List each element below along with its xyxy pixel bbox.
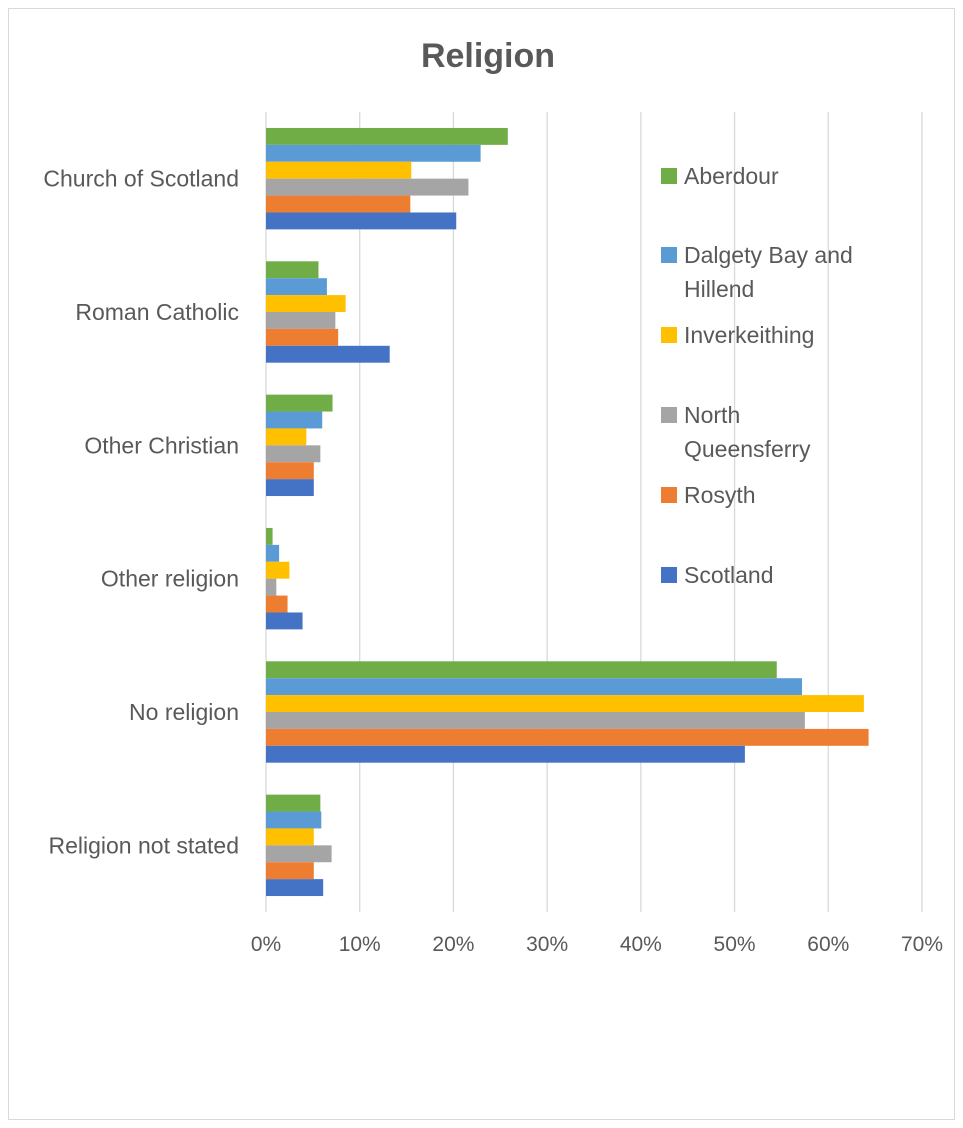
bar [266, 462, 314, 480]
x-tick-label: 20% [432, 933, 474, 956]
bar [266, 712, 805, 729]
bar [266, 879, 324, 897]
bar [266, 411, 323, 429]
legend-label: Dalgety Bay and [684, 242, 853, 268]
bar [266, 312, 336, 329]
bar [266, 527, 273, 545]
x-tick-label: 30% [526, 933, 568, 956]
legend-label: Queensferry [684, 436, 811, 462]
x-tick-label: 50% [714, 933, 756, 956]
legend-swatch [661, 487, 677, 503]
legend-label: North [684, 402, 740, 428]
bar [266, 178, 469, 196]
legend-swatch [661, 327, 677, 343]
bar [266, 595, 288, 613]
legend-label: Scotland [684, 562, 774, 588]
bar [266, 661, 777, 679]
bar [266, 561, 290, 579]
bar [266, 811, 322, 829]
bar [266, 728, 869, 746]
legend-label: Aberdour [684, 163, 779, 189]
x-axis-ticks: 0% 10% 20% 30% 40% 50% 60% 70% [251, 933, 943, 956]
category-label: Other Christian [84, 432, 239, 458]
bars [266, 127, 869, 897]
bar [266, 479, 314, 497]
bar [266, 144, 481, 162]
category-label: Other religion [101, 566, 239, 592]
category-label: Roman Catholic [75, 299, 239, 325]
bar [266, 195, 411, 213]
legend-label: Hillend [684, 276, 754, 302]
bar [266, 544, 280, 562]
x-tick-label: 60% [807, 933, 849, 956]
x-tick-label: 70% [901, 933, 943, 956]
y-axis-labels: Church of Scotland Roman Catholic Other Ch… [43, 166, 239, 859]
bar [266, 745, 745, 763]
category-label: No religion [129, 699, 239, 725]
bar [266, 394, 333, 412]
bar [266, 612, 303, 630]
legend-label: Rosyth [684, 482, 756, 508]
bar [266, 212, 457, 230]
legend-swatch [661, 407, 677, 423]
bar [266, 862, 314, 880]
category-label: Religion not stated [48, 832, 239, 858]
bar [266, 794, 321, 812]
bar [266, 328, 339, 346]
chart-frame [8, 8, 955, 1120]
bar [266, 578, 277, 596]
legend-swatch [661, 168, 677, 184]
bar [266, 828, 314, 846]
bar [266, 127, 508, 145]
bar [266, 161, 412, 179]
gridlines [265, 112, 923, 912]
category-label: Church of Scotland [43, 166, 239, 192]
legend-label: Inverkeithing [684, 322, 814, 348]
bar [266, 695, 864, 712]
legend: Aberdour Dalgety Bay and Hillend Inverkeith… [661, 163, 853, 588]
bar [266, 295, 346, 312]
bar [266, 845, 332, 863]
legend-swatch [661, 567, 677, 583]
legend-swatch [661, 247, 677, 263]
x-tick-label: 10% [339, 933, 381, 956]
bar [266, 278, 327, 296]
bar [266, 678, 803, 696]
bar [266, 345, 390, 363]
bar [266, 261, 319, 279]
chart-title: Religion [421, 37, 555, 75]
x-tick-label: 40% [620, 933, 662, 956]
bar [266, 428, 307, 446]
bar [266, 445, 321, 463]
x-tick-label: 0% [251, 933, 281, 956]
